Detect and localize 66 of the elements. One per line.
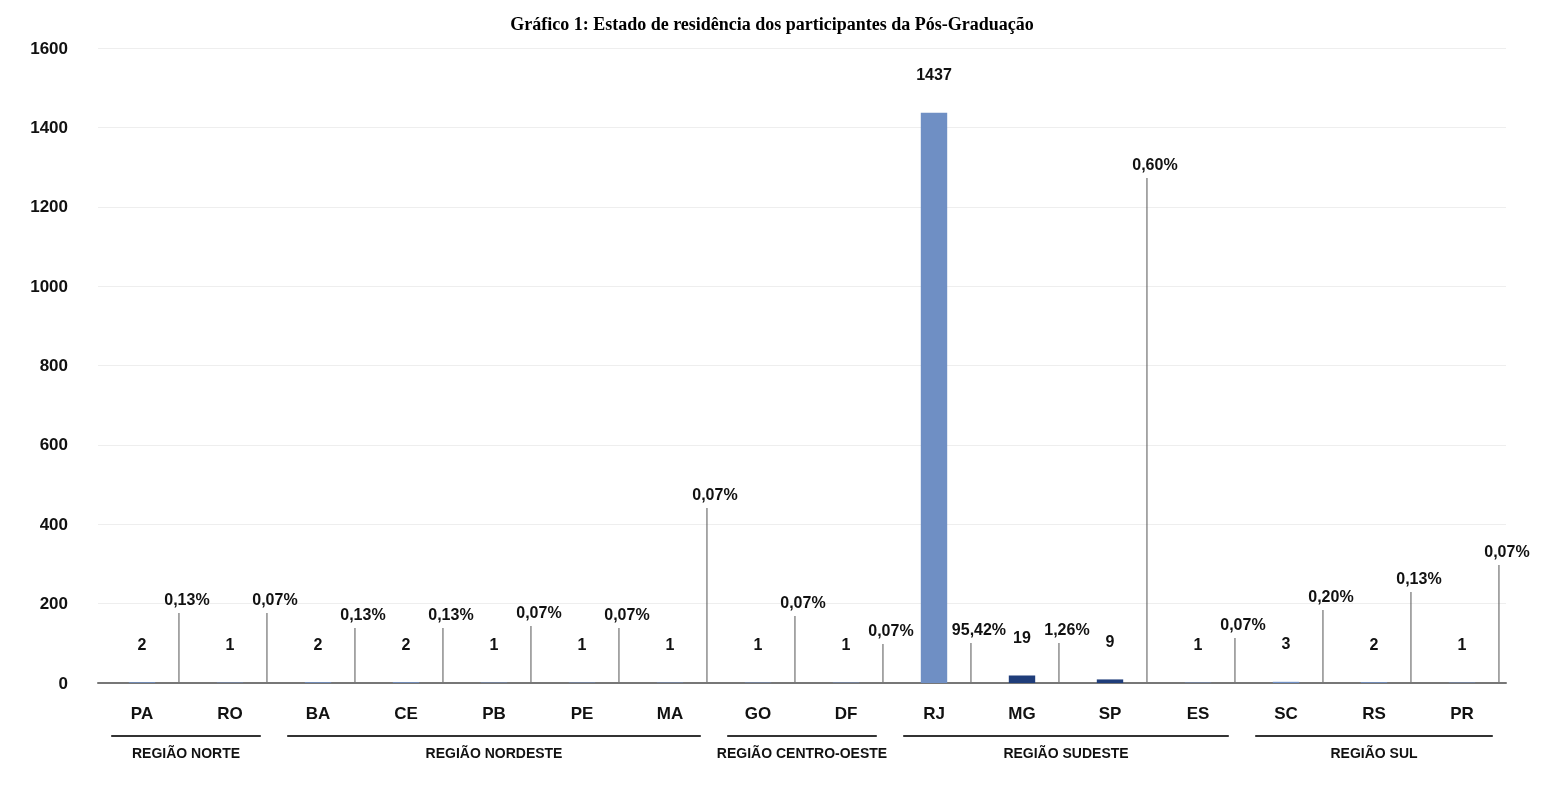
y-tick-label: 1400 xyxy=(30,117,68,137)
data-label: 2 xyxy=(1369,635,1379,653)
data-label: 2 xyxy=(401,635,411,653)
data-label: 2 xyxy=(137,635,147,653)
text: REGIÃO CENTRO-OESTE xyxy=(716,744,888,761)
x-tick-label: ES xyxy=(1186,704,1210,723)
annotation: 0,07% xyxy=(516,603,562,621)
annotation: 0,13% xyxy=(428,605,474,623)
y-tick-label: 1000 xyxy=(30,276,68,296)
text: REGIÃO SUL xyxy=(1330,744,1418,761)
x-tick-label: MA xyxy=(656,704,684,723)
y-tick-label: 0 xyxy=(58,673,68,693)
annotation: 0,13% xyxy=(340,605,386,623)
annotation: 0,60% xyxy=(1132,155,1178,173)
x-tick-label: SP xyxy=(1098,704,1122,723)
chart-title: Gráfico 1: Estado de residência dos participantes da Pós-Graduação xyxy=(510,14,1034,34)
y-tick-label: 600 xyxy=(39,435,68,455)
x-tick-label: BA xyxy=(305,704,331,723)
x-tick-label: PE xyxy=(570,704,594,723)
data-label: 1 xyxy=(1193,636,1203,654)
annotation: 0,07% xyxy=(604,605,650,623)
annotation: 0,13% xyxy=(1396,569,1442,587)
data-label: 1 xyxy=(841,636,851,654)
annotation: 0,07% xyxy=(868,621,914,639)
data-label: 1 xyxy=(489,636,499,654)
y-tick-label: 400 xyxy=(39,514,68,534)
data-label: 1 xyxy=(225,636,235,654)
annotation: 95,42% xyxy=(951,620,1007,638)
data-label: 19 xyxy=(1013,628,1031,646)
y-tick-label: 800 xyxy=(39,356,68,375)
y-tick-label: 1200 xyxy=(30,197,68,217)
data-label: 3 xyxy=(1281,635,1291,653)
x-tick-label: PB xyxy=(482,704,506,723)
data-label: 2 xyxy=(313,635,323,653)
annotation: 0,07% xyxy=(1484,542,1530,560)
data-label: 1 xyxy=(1457,636,1467,654)
text: REGIÃO NORTE xyxy=(131,744,241,761)
annotation: 0,07% xyxy=(692,485,738,503)
text: REGIÃO NORDESTE xyxy=(425,744,563,761)
annotation: 0,07% xyxy=(780,593,826,611)
y-tick-label: 200 xyxy=(39,594,68,614)
text: REGIÃO SUDESTE xyxy=(1003,744,1129,761)
bar xyxy=(1096,679,1124,683)
annotation: 0,07% xyxy=(252,590,298,608)
x-tick-label: PA xyxy=(130,704,154,723)
annotation: 0,13% xyxy=(164,590,210,608)
data-label: 1 xyxy=(665,636,675,654)
x-tick-label: CE xyxy=(394,704,418,723)
x-tick-label: RO xyxy=(217,704,243,723)
data-label: 1437 xyxy=(916,66,952,84)
x-tick-label: DF xyxy=(834,704,858,723)
x-tick-label: SC xyxy=(1274,704,1298,723)
data-label: 9 xyxy=(1105,632,1115,650)
x-tick-label: GO xyxy=(744,704,772,723)
bar xyxy=(920,112,948,683)
y-tick-label: 1600 xyxy=(30,38,68,58)
annotation: 0,07% xyxy=(1220,615,1266,633)
x-tick-label: RS xyxy=(1362,704,1386,723)
x-tick-label: MG xyxy=(1008,704,1036,723)
data-label: 1 xyxy=(577,636,587,654)
annotation: 0,20% xyxy=(1308,587,1354,605)
annotation: 1,26% xyxy=(1044,620,1090,638)
x-tick-label: RJ xyxy=(923,704,945,723)
x-tick-label: PR xyxy=(1450,704,1474,723)
bar xyxy=(1008,675,1036,683)
data-label: 1 xyxy=(753,636,763,654)
